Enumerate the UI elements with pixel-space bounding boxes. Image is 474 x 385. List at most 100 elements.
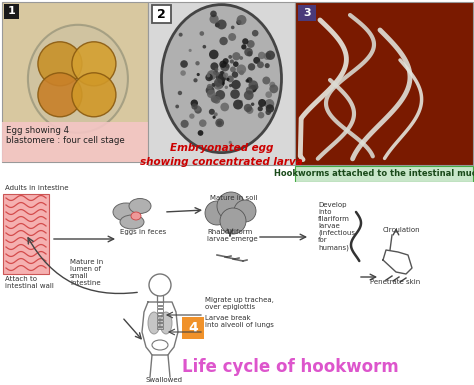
Circle shape — [231, 80, 241, 89]
Circle shape — [219, 81, 225, 86]
Circle shape — [180, 60, 188, 68]
Circle shape — [244, 104, 252, 112]
Circle shape — [207, 74, 210, 77]
Text: Egg showing 4
blastomere : four cell stage: Egg showing 4 blastomere : four cell sta… — [6, 126, 125, 146]
Ellipse shape — [113, 203, 139, 221]
Bar — [4, 4, 19, 19]
Circle shape — [266, 104, 274, 113]
Circle shape — [246, 79, 249, 82]
Circle shape — [215, 119, 224, 127]
Circle shape — [223, 72, 228, 78]
Circle shape — [230, 59, 234, 64]
Ellipse shape — [129, 199, 151, 214]
Bar — [157, 306, 163, 308]
Circle shape — [200, 31, 204, 36]
Circle shape — [72, 73, 116, 117]
Circle shape — [180, 70, 186, 76]
Circle shape — [218, 77, 225, 85]
Circle shape — [215, 90, 225, 100]
Circle shape — [258, 99, 266, 107]
Bar — [295, 2, 473, 165]
Circle shape — [252, 30, 258, 37]
Circle shape — [211, 95, 219, 103]
Circle shape — [72, 42, 116, 86]
Circle shape — [229, 141, 232, 144]
Circle shape — [228, 55, 232, 59]
Circle shape — [258, 106, 263, 111]
Text: Circulation: Circulation — [383, 227, 420, 233]
Circle shape — [220, 62, 229, 72]
Circle shape — [242, 38, 248, 45]
Circle shape — [249, 85, 257, 92]
Text: Eggs in feces: Eggs in feces — [120, 229, 166, 235]
Bar — [0, 182, 474, 385]
Bar — [3, 194, 49, 274]
Bar — [157, 320, 163, 322]
Circle shape — [225, 64, 229, 69]
Text: Mature in soil: Mature in soil — [210, 195, 257, 201]
Circle shape — [257, 61, 264, 68]
Circle shape — [197, 73, 200, 76]
Circle shape — [225, 85, 228, 89]
Circle shape — [229, 84, 232, 87]
Circle shape — [247, 89, 253, 95]
Circle shape — [246, 77, 253, 83]
Ellipse shape — [131, 212, 141, 220]
Circle shape — [264, 53, 271, 60]
Ellipse shape — [162, 5, 282, 152]
Circle shape — [202, 45, 206, 49]
Text: 1: 1 — [8, 7, 15, 17]
Circle shape — [232, 52, 240, 60]
Circle shape — [269, 84, 278, 93]
Circle shape — [241, 44, 246, 50]
Bar — [157, 323, 163, 325]
Circle shape — [264, 63, 270, 68]
Circle shape — [239, 100, 243, 103]
Circle shape — [181, 120, 189, 128]
Circle shape — [38, 73, 82, 117]
Bar — [295, 166, 473, 182]
Circle shape — [209, 109, 215, 115]
Circle shape — [207, 84, 212, 89]
Bar — [157, 313, 163, 315]
Circle shape — [244, 48, 253, 56]
Circle shape — [239, 56, 243, 60]
Circle shape — [228, 33, 236, 41]
Circle shape — [194, 105, 201, 112]
Circle shape — [194, 106, 202, 114]
Ellipse shape — [28, 25, 128, 133]
Circle shape — [233, 100, 243, 109]
Circle shape — [193, 78, 198, 82]
Circle shape — [215, 22, 220, 27]
Text: Develop
into
filariform
larvae
(infectious
for
humans): Develop into filariform larvae (infectio… — [318, 202, 355, 251]
Circle shape — [219, 71, 225, 77]
Circle shape — [207, 70, 217, 80]
Text: Rhabditiform
larvae emerge: Rhabditiform larvae emerge — [207, 229, 258, 242]
Circle shape — [230, 89, 240, 99]
Text: showing concentrated larva: showing concentrated larva — [140, 157, 303, 167]
Text: Mature in
lumen of
small
intestine: Mature in lumen of small intestine — [70, 259, 103, 286]
Circle shape — [218, 77, 225, 84]
Text: Attach to
intestinal wall: Attach to intestinal wall — [5, 276, 54, 289]
Circle shape — [206, 86, 214, 95]
Text: Embryonated egg: Embryonated egg — [170, 143, 273, 153]
Circle shape — [205, 201, 229, 225]
Text: 2: 2 — [157, 7, 166, 20]
Circle shape — [189, 49, 191, 52]
Circle shape — [212, 116, 216, 119]
Circle shape — [38, 42, 82, 86]
Circle shape — [189, 114, 194, 119]
Circle shape — [237, 64, 246, 74]
Circle shape — [233, 61, 238, 67]
Circle shape — [210, 62, 219, 70]
Circle shape — [179, 33, 182, 37]
Ellipse shape — [160, 312, 172, 334]
Circle shape — [220, 208, 246, 234]
Circle shape — [213, 96, 220, 104]
Text: Migrate up trachea,
over epiglottis: Migrate up trachea, over epiglottis — [205, 297, 274, 310]
Circle shape — [237, 20, 242, 25]
Circle shape — [205, 74, 213, 81]
Circle shape — [213, 70, 218, 75]
Circle shape — [262, 77, 270, 84]
Text: Adults in intestine: Adults in intestine — [5, 185, 69, 191]
